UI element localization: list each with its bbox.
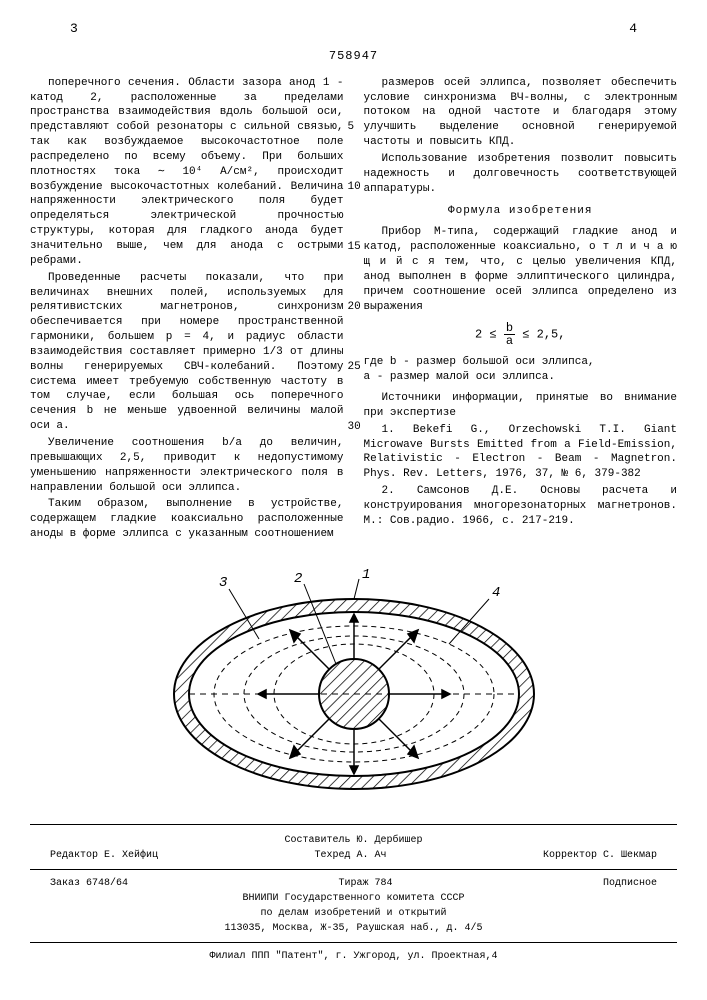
margin-number: 5: [348, 120, 355, 135]
patent-number: 758947: [30, 48, 677, 64]
compiler: Составитель Ю. Дербишер: [30, 833, 677, 848]
address: 113035, Москва, Ж-35, Раушская наб., д. …: [30, 921, 677, 936]
branch: Филиал ППП "Патент", г. Ужгород, ул. Про…: [30, 949, 677, 964]
podpisnoe: Подписное: [603, 876, 657, 891]
page-number-left: 3: [70, 20, 78, 38]
paragraph: Использование изобретения позволит повыс…: [364, 152, 678, 197]
paragraph: Таким образом, выполнение в устройстве, …: [30, 497, 344, 542]
formula: 2 ≤ ba ≤ 2,5,: [364, 322, 678, 347]
corrector: Корректор С. Шекмар: [543, 848, 657, 863]
paragraph: Увеличение соотношения b/a до величин, п…: [30, 436, 344, 495]
margin-number: 10: [348, 180, 361, 195]
where-clause: где b - размер большой оси эллипса, a - …: [364, 355, 678, 385]
paragraph: Проведенные расчеты показали, что при ве…: [30, 271, 344, 434]
techred: Техред А. Ач: [314, 848, 386, 863]
section-title: Формула изобретения: [364, 204, 678, 219]
figure-label-3: 3: [219, 575, 227, 591]
org-line-1: ВНИИПИ Государственного комитета СССР: [30, 891, 677, 906]
margin-number: 30: [348, 420, 361, 435]
page-header: 3 4: [30, 20, 677, 38]
order-number: Заказ 6748/64: [50, 876, 128, 891]
editor: Редактор Е. Хейфиц: [50, 848, 158, 863]
left-column: поперечного сечения. Области зазора анод…: [30, 76, 344, 544]
right-column: размеров осей эллипса, позволяет обеспеч…: [364, 76, 678, 544]
margin-number: 25: [348, 360, 361, 375]
margin-number: 15: [348, 240, 361, 255]
footer: Составитель Ю. Дербишер Редактор Е. Хейф…: [30, 824, 677, 964]
sources-title: Источники информации, принятые во вниман…: [364, 391, 678, 421]
org-line-2: по делам изобретений и открытий: [30, 906, 677, 921]
figure-label-2: 2: [294, 571, 302, 587]
tirage: Тираж 784: [338, 876, 392, 891]
page-number-right: 4: [629, 20, 637, 38]
source-item: 2. Самсонов Д.Е. Основы расчета и констр…: [364, 484, 678, 529]
paragraph: поперечного сечения. Области зазора анод…: [30, 76, 344, 269]
text-columns-wrapper: 5 10 15 20 25 30 поперечного сечения. Об…: [30, 76, 677, 544]
figure-label-1: 1: [362, 567, 370, 583]
paragraph: размеров осей эллипса, позволяет обеспеч…: [364, 76, 678, 150]
claim-text: Прибор М-типа, содержащий гладкие анод и…: [364, 225, 678, 314]
margin-number: 20: [348, 300, 361, 315]
figure-diagram: 1 2 3 4: [30, 564, 677, 804]
source-item: 1. Bekefi G., Orzechowski T.I. Giant Mic…: [364, 423, 678, 482]
figure-label-4: 4: [492, 585, 500, 601]
